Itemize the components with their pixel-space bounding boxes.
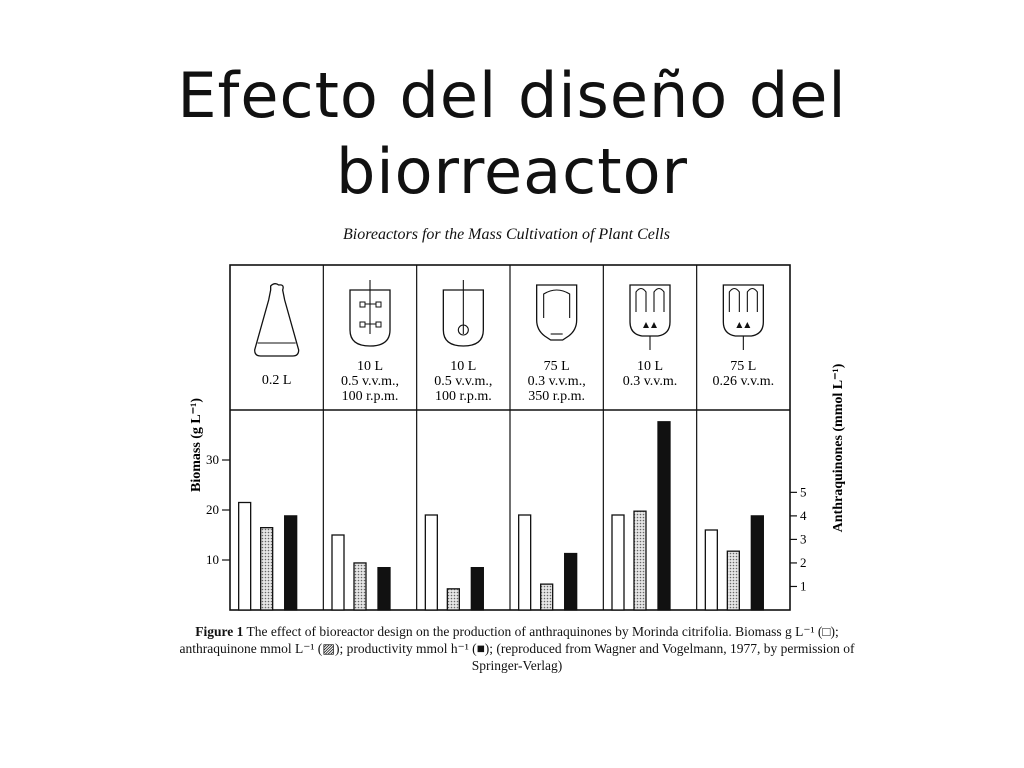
right-axis-label: Anthraquinones (mmol L⁻¹) [831,363,846,532]
category-label: 0.2 L [262,373,292,388]
category-label: 10 L [357,359,383,374]
category-label: 10 L [637,359,663,374]
bar-anthraquinone [726,550,740,611]
category-label: 75 L [544,359,570,374]
right-axis-tick-label: 4 [800,508,807,523]
category-label: 0.5 v.v.m., [434,374,492,389]
bar-biomass [331,534,345,611]
category-label: 0.3 v.v.m., [528,374,586,389]
bar-productivity [470,566,484,611]
slide-title: Efecto del diseño del biorreactor [0,58,1024,210]
bar-anthraquinone [353,562,367,611]
draft-tube [543,289,571,318]
flask-outline [254,283,300,357]
bar-productivity [377,566,391,611]
bar-anthraquinone [260,526,274,611]
stirred-tank-flat-blade-icon [349,280,391,347]
bar-biomass [611,514,625,611]
tank-outline [722,284,764,337]
category-label: 100 r.p.m. [435,389,492,404]
left-axis-tick-label: 10 [206,552,219,567]
category-label: 75 L [730,359,756,374]
category-label: 100 r.p.m. [342,389,399,404]
category-label: 10 L [450,359,476,374]
figure-heading: Bioreactors for the Mass Cultivation of … [343,226,670,243]
flask-icon [254,283,300,357]
turbine [457,324,469,336]
left-axis-tick-label: 30 [206,452,219,467]
left-axis-label: Biomass (g L⁻¹) [189,398,204,492]
loop-right [653,287,665,312]
category-label: 0.26 v.v.m. [713,374,775,389]
slide-title-line2: biorreactor [336,135,688,208]
caption-text: The effect of bioreactor design on the p… [179,624,855,673]
impeller-blade [375,301,382,308]
loop-left [635,287,647,312]
loop-right [746,287,758,312]
stirred-tank-turbine-icon [442,280,484,347]
tank-outline [629,284,671,337]
bar-anthraquinone [540,583,554,611]
airlift-icon [629,284,671,350]
tank-outline [536,284,578,341]
slide-title-line1: Efecto del diseño del [177,59,847,132]
right-axis-tick-label: 3 [800,531,807,546]
airlift-icon [722,284,764,350]
impeller-blade [359,301,366,308]
impeller-blade [359,321,366,328]
bar-anthraquinone [446,588,460,611]
impeller-blade [375,321,382,328]
category-label: 0.3 v.v.m. [623,374,678,389]
bar-productivity [750,515,764,611]
caption-lead: Figure 1 [195,624,244,639]
air-arrow [736,322,751,328]
air-arrow [643,322,657,328]
draft-tube-loop-icon [536,284,578,341]
tank-outline [442,289,484,347]
bar-biomass [704,529,718,611]
figure-caption: Figure 1 The effect of bioreactor design… [172,623,862,674]
bar-anthraquinone [633,510,647,611]
bar-productivity [284,515,298,611]
bar-biomass [424,514,438,611]
right-axis-tick-label: 5 [800,484,807,499]
tank-outline [349,289,391,347]
bar-productivity [564,552,578,611]
loop-left [728,287,740,312]
category-label: 0.5 v.v.m., [341,374,399,389]
bar-productivity [657,421,671,611]
bar-biomass [238,501,252,611]
bar-biomass [518,514,532,611]
category-label: 350 r.p.m. [528,389,585,404]
right-axis-tick-label: 1 [800,578,807,593]
left-axis-tick-label: 20 [206,502,219,517]
right-axis-tick-label: 2 [800,555,807,570]
